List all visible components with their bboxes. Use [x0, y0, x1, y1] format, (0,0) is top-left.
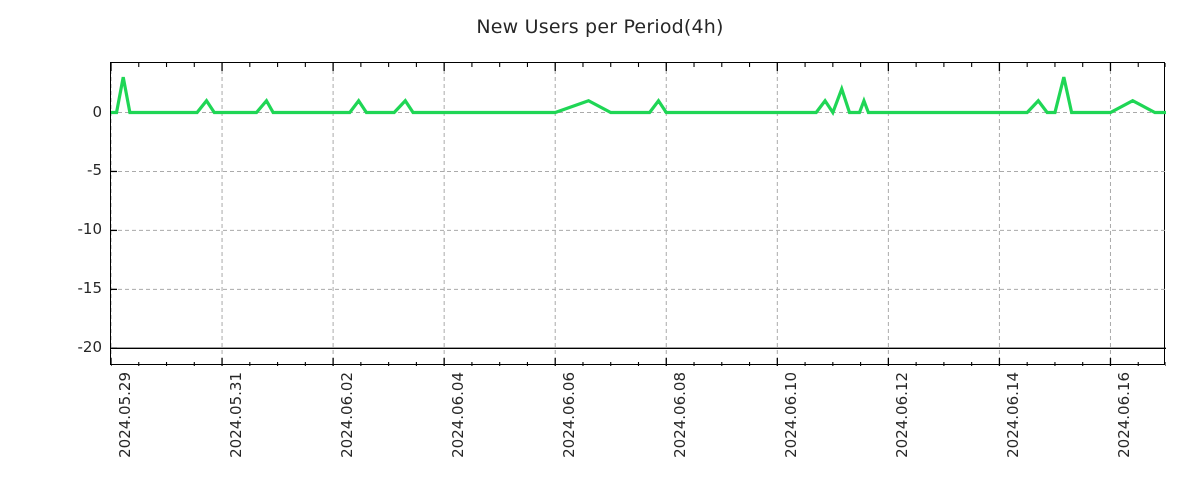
- x-axis-tick-labels: 2024.05.29 2024.05.31 2024.06.02 2024.06.04…: [110, 372, 1165, 492]
- y-tick-label: -15: [77, 279, 103, 298]
- plot-area: [110, 62, 1166, 366]
- x-tick-label: 2024.05.29: [116, 372, 134, 458]
- data-series-line: [111, 76, 1166, 117]
- y-tick-label: -20: [77, 338, 103, 357]
- y-axis-ticks: [111, 111, 117, 349]
- y-axis-tick-labels: 0 -5 -10 -15 -20: [58, 62, 103, 365]
- x-tick-label: 2024.06.10: [782, 372, 801, 458]
- y-tick-label: 0: [92, 102, 102, 121]
- x-tick-label: 2024.06.04: [449, 372, 468, 458]
- y-tick-label: -5: [87, 161, 102, 180]
- x-tick-label: 2024.06.06: [560, 372, 579, 458]
- y-gridlines: [111, 112, 1166, 350]
- x-tick-label: 2024.06.12: [893, 372, 912, 458]
- x-axis-ticks: [111, 63, 1166, 366]
- x-tick-label: 2024.06.08: [671, 372, 690, 458]
- x-tick-label: 2024.05.31: [227, 372, 246, 458]
- x-tick-label: 2024.06.02: [338, 372, 357, 458]
- x-tick-label: 2024.06.16: [1115, 372, 1134, 458]
- page-title: New Users per Period(4h): [476, 16, 724, 38]
- x-tick-label: 2024.06.14: [1004, 372, 1023, 458]
- chart-canvas: [111, 63, 1166, 366]
- y-tick-label: -10: [77, 220, 103, 239]
